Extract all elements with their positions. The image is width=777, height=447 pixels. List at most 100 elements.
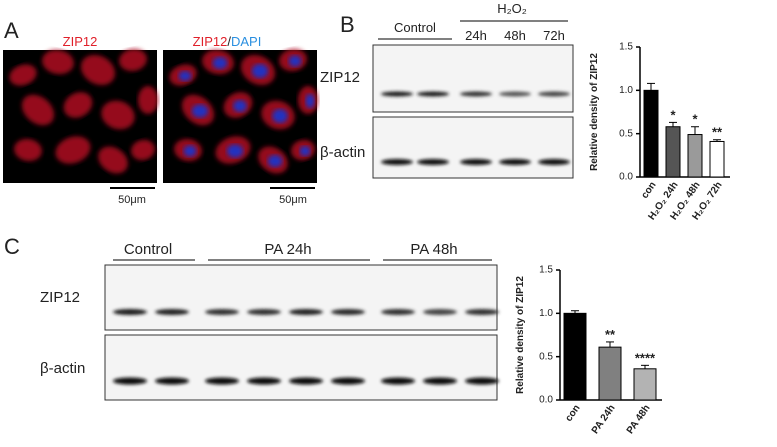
y-axis-label: Relative density of ZIP12 — [515, 276, 526, 394]
band — [289, 309, 323, 315]
y-tick-label: 1.0 — [619, 85, 633, 96]
band — [417, 159, 449, 165]
band — [538, 159, 570, 165]
bar — [598, 346, 622, 401]
band — [155, 377, 189, 385]
band — [113, 309, 147, 315]
time-label: 24h — [465, 28, 487, 43]
title-sep: / — [227, 34, 231, 49]
blot — [372, 116, 574, 179]
band — [205, 377, 239, 385]
y-tick-label: 0.5 — [619, 128, 633, 139]
cell — [55, 136, 91, 164]
bar — [665, 126, 681, 178]
band — [465, 309, 499, 315]
blot-label: ZIP12 — [320, 69, 360, 86]
x-tick-label: con — [639, 180, 658, 201]
band — [331, 377, 365, 385]
bar — [709, 140, 725, 178]
blot — [104, 334, 498, 401]
bar — [687, 134, 703, 178]
y-tick-label: 1.5 — [619, 42, 633, 53]
nucleus — [212, 57, 228, 69]
y-tick-label: 1.5 — [539, 265, 553, 276]
significance: ** — [605, 327, 616, 342]
y-tick-label: 1.0 — [539, 308, 553, 319]
group-label: Control — [394, 20, 436, 35]
y-tick-label: 0.5 — [539, 351, 553, 362]
band — [499, 91, 531, 97]
nucleus — [183, 145, 197, 157]
band — [381, 309, 415, 315]
cell — [63, 92, 93, 118]
image-title: ZIP12 — [63, 34, 98, 49]
band — [417, 91, 449, 97]
bar — [633, 368, 657, 401]
image-title: ZIP12/DAPI — [193, 34, 262, 49]
cell — [98, 146, 128, 174]
cell — [80, 54, 116, 86]
band — [155, 309, 189, 315]
title-red: ZIP12 — [193, 34, 228, 49]
nucleus — [267, 155, 283, 167]
blot-label: ZIP12 — [40, 289, 80, 306]
panel-label: C — [4, 234, 20, 259]
group-label: PA 24h — [264, 241, 311, 258]
band — [289, 377, 323, 385]
nucleus — [272, 109, 288, 123]
group-label: PA 48h — [410, 241, 457, 258]
y-tick-label: 0.0 — [539, 395, 553, 406]
cells — [9, 48, 318, 174]
band — [499, 159, 531, 165]
band — [460, 159, 492, 165]
nucleus — [251, 64, 269, 78]
significance: * — [692, 112, 698, 127]
time-label: 72h — [543, 28, 565, 43]
blot — [104, 264, 498, 331]
band — [205, 309, 239, 315]
y-axis-label: Relative density of ZIP12 — [589, 53, 600, 171]
nucleus — [288, 55, 302, 67]
cell — [131, 139, 155, 161]
blot-label: β-actin — [40, 360, 85, 377]
band — [465, 377, 499, 385]
band — [460, 91, 492, 97]
panel-label: A — [4, 18, 19, 43]
nucleus — [299, 146, 311, 156]
nucleus — [305, 94, 315, 108]
group-label: H₂O₂ — [497, 1, 527, 16]
band — [331, 309, 365, 315]
scale-label: 50μm — [118, 194, 146, 206]
band — [381, 159, 413, 165]
nucleus — [191, 104, 209, 118]
blot — [372, 44, 574, 113]
time-label: 48h — [504, 28, 526, 43]
cell — [42, 49, 74, 75]
band — [247, 377, 281, 385]
significance: * — [670, 107, 676, 122]
band — [538, 91, 570, 97]
cell — [138, 86, 158, 114]
band — [381, 91, 413, 97]
scale-label: 50μm — [279, 194, 307, 206]
cell — [101, 100, 135, 130]
x-tick-label: PA 24h — [590, 403, 618, 436]
group-label: Control — [124, 241, 172, 258]
band — [247, 309, 281, 315]
cell — [9, 64, 37, 86]
band — [113, 377, 147, 385]
cell — [14, 138, 42, 162]
nucleus — [226, 144, 244, 158]
y-tick-label: 0.0 — [619, 172, 633, 183]
cell — [21, 94, 55, 126]
blot-label: β-actin — [320, 144, 365, 161]
x-tick-label: PA 48h — [625, 403, 653, 436]
bar — [563, 312, 587, 401]
x-tick-label: con — [563, 403, 582, 424]
band — [423, 377, 457, 385]
title-blue: DAPI — [231, 34, 261, 49]
significance: ** — [712, 125, 723, 140]
nucleus — [233, 100, 247, 112]
panel-label: B — [340, 12, 355, 37]
